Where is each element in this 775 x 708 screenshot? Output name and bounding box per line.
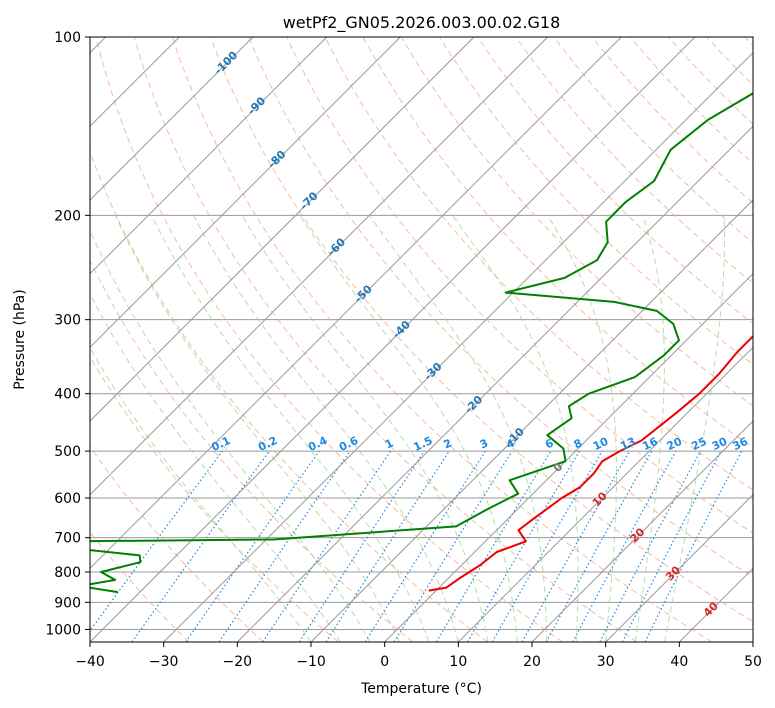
mixing-ratio-line (185, 450, 320, 642)
y-tick-label: 100 (54, 30, 81, 46)
x-tick-label: 10 (449, 654, 467, 670)
isotherm-line (90, 37, 475, 422)
isotherm-line (163, 51, 753, 642)
x-tick-label: −30 (149, 654, 179, 670)
moist-adiabat-line (90, 347, 312, 642)
y-tick-label: 1000 (45, 622, 81, 638)
dry-adiabat-line (400, 37, 753, 407)
mixing-ratio-line (545, 450, 653, 642)
dry-adiabat-line (210, 37, 753, 623)
y-tick-label: 600 (54, 491, 81, 507)
plot-area: -100-90-80-70-60-50-40-30-20-10010203040… (90, 37, 753, 642)
dry-adiabat-line (324, 37, 753, 491)
mixing-ratio-label: 16 (640, 435, 660, 453)
dry-adiabat-line (629, 37, 753, 165)
mixing-ratio-lines (90, 450, 743, 642)
mixing-ratio-line (262, 450, 392, 642)
isotherm-line (90, 37, 328, 275)
y-tick-label: 700 (54, 531, 81, 547)
moist-adiabat-line (192, 215, 459, 642)
profiles (90, 92, 753, 594)
isotherm-line (90, 37, 254, 201)
dewpoint-profile-line (90, 92, 753, 594)
dry-adiabat-line (515, 37, 753, 284)
moist-adiabat-line (634, 215, 665, 642)
isotherm-line (310, 199, 753, 642)
mixing-ratio-label: 10 (591, 435, 611, 453)
dry-adiabats (90, 37, 753, 642)
moist-adiabat-line (664, 215, 725, 642)
y-tick-label: 300 (54, 313, 81, 329)
chart-title: wetPf2_GN05.2026.003.00.02.G18 (283, 13, 561, 33)
dry-adiabat-line (90, 259, 414, 642)
isotherm-line (605, 493, 753, 642)
y-axis-label: Pressure (hPa) (12, 289, 28, 389)
x-tick-label: 0 (380, 654, 389, 670)
isotherm-line (236, 125, 753, 642)
x-tick-label: −10 (296, 654, 326, 670)
y-tick-label: 200 (54, 208, 81, 224)
isotherm-line (531, 420, 753, 642)
mixing-ratio-line (218, 450, 351, 642)
dry-adiabat-line (95, 37, 563, 642)
x-tick-label: 50 (744, 654, 762, 670)
isotherm-line (457, 346, 753, 642)
mixing-ratio-line (325, 450, 450, 642)
temperature-profile-line (428, 334, 753, 592)
y-axis: 100 200 300 400 500 600 700 800 900 1000 (45, 30, 90, 638)
x-axis-label: Temperature (°C) (360, 681, 482, 697)
mixing-ratio-label: 13 (618, 435, 637, 453)
dry-adiabat-line (171, 37, 712, 642)
mixing-ratio-label: 25 (689, 435, 708, 453)
y-tick-label: 500 (54, 444, 81, 460)
y-tick-label: 800 (54, 565, 81, 581)
x-tick-label: −40 (75, 654, 105, 670)
plot-frame (89, 36, 754, 643)
dry-adiabat-line (591, 37, 753, 204)
y-tick-label: 900 (54, 595, 81, 611)
moist-adiabat-line (368, 215, 548, 642)
mixing-ratio-line (521, 450, 631, 642)
mixing-ratio-line (90, 450, 223, 632)
mixing-ratio-label: 20 (665, 435, 685, 453)
x-axis: −40 −30 −20 −10 0 10 20 30 40 50 (75, 642, 762, 670)
mixing-ratio-line (644, 450, 743, 642)
mixing-ratio-line (393, 450, 513, 642)
moist-adiabat-line (115, 215, 400, 642)
moist-adiabat-line (547, 215, 617, 642)
isotherm-line (90, 37, 401, 349)
mixing-ratio-label: 36 (731, 435, 751, 453)
dry-adiabat-line (133, 37, 638, 642)
mixing-ratio-line (131, 450, 270, 642)
dry-adiabat-line (248, 37, 753, 578)
x-tick-label: 20 (523, 654, 541, 670)
isotherm-line (90, 37, 549, 496)
isotherm-line (384, 272, 753, 642)
x-tick-label: 30 (597, 654, 615, 670)
mixing-ratio-line (572, 450, 677, 642)
x-tick-label: 40 (670, 654, 688, 670)
mixing-ratio-label: 30 (710, 435, 730, 453)
moist-adiabat-line (90, 292, 341, 642)
x-tick-label: −20 (223, 654, 253, 670)
y-tick-label: 400 (54, 387, 81, 403)
dry-adiabat-line (477, 37, 753, 325)
isotherms (90, 37, 753, 642)
moist-adiabat-line (151, 215, 430, 642)
mixing-ratio-line (298, 450, 425, 642)
moist-adiabat-line (452, 215, 579, 642)
pressure-grid (90, 37, 753, 630)
